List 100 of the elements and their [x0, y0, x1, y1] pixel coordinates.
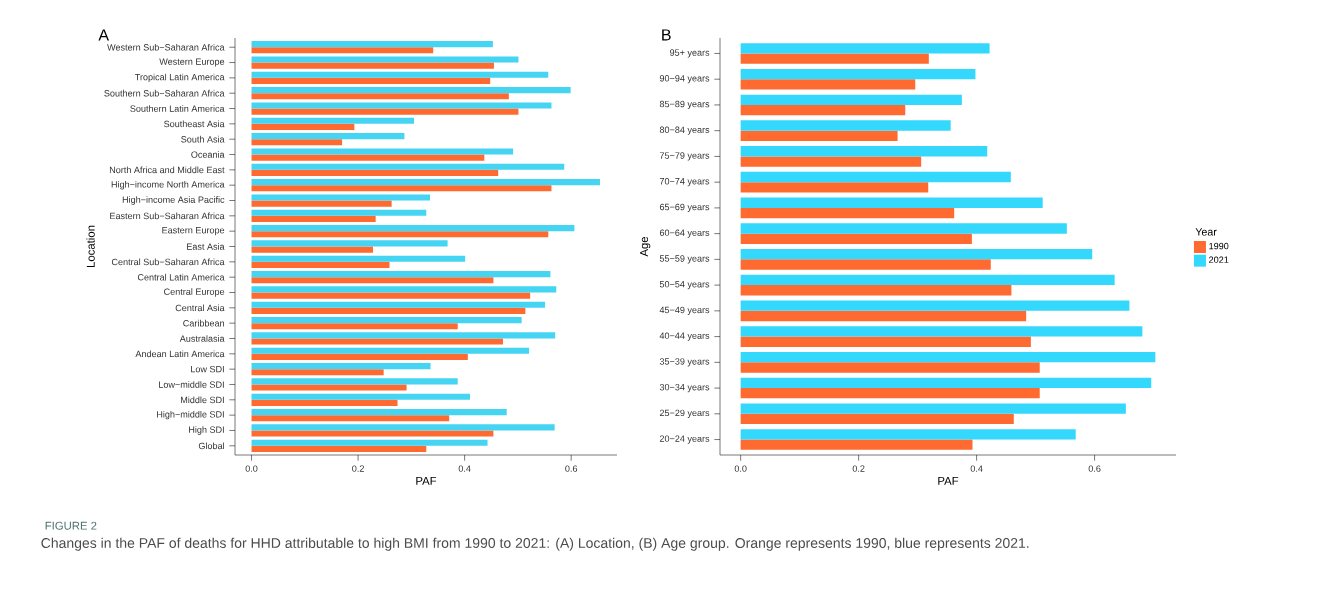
bar — [251, 215, 376, 222]
bar — [251, 154, 485, 161]
y-tick-label: Central Asia — [175, 304, 225, 312]
y-tick-label: High−income North America — [111, 180, 225, 190]
y-tick-label: North Africa and Middle East — [109, 166, 225, 174]
bar — [740, 53, 929, 64]
bar — [740, 104, 906, 116]
bar — [740, 300, 1130, 311]
y-tick-label: Central Latin America — [137, 273, 225, 281]
bar — [251, 133, 405, 140]
bar — [740, 223, 1067, 234]
x-tick-label: 0.4 — [970, 465, 983, 472]
y-tick-label: Oceania — [191, 151, 225, 158]
y-tick-label: 65−69 years — [659, 203, 710, 212]
bar — [251, 384, 407, 391]
x-tick-label: 0.4 — [458, 465, 471, 472]
bar — [251, 338, 503, 345]
y-tick-label: Middle SDI — [181, 396, 224, 404]
x-axis-title: PAF — [416, 476, 437, 485]
bar — [740, 146, 988, 157]
bar — [740, 197, 1043, 208]
bar — [740, 362, 1040, 373]
bar — [251, 108, 519, 115]
y-tick-label: 75−79 years — [659, 152, 710, 161]
y-tick-label: Global — [198, 442, 224, 450]
bar — [251, 347, 530, 354]
bar — [251, 271, 551, 278]
bar — [251, 301, 546, 308]
bar — [740, 310, 1027, 322]
bar — [251, 307, 526, 314]
y-tick-label: 95+ years — [669, 49, 710, 58]
bar — [251, 77, 491, 84]
y-tick-label: Caribbean — [183, 319, 225, 327]
bar — [251, 123, 355, 130]
y-tick-label: 85−89 years — [659, 100, 710, 110]
y-tick-label: 90−94 years — [659, 75, 710, 84]
bar — [251, 424, 555, 431]
y-tick-label: 45−49 years — [659, 306, 710, 315]
bar — [251, 393, 470, 400]
y-tick-label: 55−59 years — [659, 255, 710, 264]
bar — [740, 79, 916, 90]
bar — [740, 207, 955, 219]
bar — [251, 41, 493, 48]
bar — [740, 377, 1152, 389]
y-tick-label: Low SDI — [191, 365, 224, 373]
bar — [251, 47, 434, 54]
bar — [740, 274, 1115, 286]
x-tick-label: 0.0 — [245, 465, 258, 472]
y-tick-label: 60−64 years — [659, 229, 710, 238]
text: A — [98, 29, 110, 41]
x-tick-label: 0.2 — [352, 465, 364, 472]
y-tick-label: High−middle SDI — [157, 410, 224, 420]
bar — [251, 415, 450, 422]
bar — [251, 185, 552, 192]
y-tick-label: Central Sub−Saharan Africa — [111, 258, 225, 266]
y-tick-label: Australasia — [179, 335, 225, 342]
y-tick-label: East Asia — [187, 243, 225, 250]
bar — [740, 352, 1156, 363]
legend-label: 1990 — [1209, 242, 1229, 250]
bar — [251, 378, 458, 385]
bar — [251, 87, 571, 94]
x-tick-label: 0.6 — [1088, 465, 1101, 472]
y-tick-label: Southern Latin America — [130, 105, 225, 112]
caption: FIGURE 2 — [45, 521, 97, 530]
bar — [251, 430, 494, 437]
bar — [251, 225, 575, 232]
bar — [251, 286, 557, 293]
bar — [251, 169, 499, 176]
bar — [740, 233, 972, 244]
y-tick-label: Eastern Sub−Saharan Africa — [110, 212, 225, 220]
bar — [740, 403, 1126, 414]
bar — [740, 439, 973, 450]
bar — [251, 317, 522, 324]
bar — [251, 200, 392, 207]
bar — [251, 409, 507, 416]
y-tick-label: Low−middle SDI — [159, 381, 224, 388]
bar — [251, 240, 448, 247]
bar — [251, 194, 430, 201]
bar — [740, 429, 1076, 440]
y-tick-label: 50−54 years — [659, 281, 710, 290]
bar — [251, 261, 390, 268]
bar — [740, 130, 898, 141]
bar — [740, 388, 1040, 399]
x-tick-label: 0.2 — [852, 465, 865, 472]
y-tick-label: Southeast Asia — [164, 120, 225, 128]
bar — [251, 102, 552, 109]
y-tick-label: South Asia — [181, 135, 225, 143]
bar — [740, 259, 991, 270]
bar — [251, 332, 556, 339]
y-tick-label: Eastern Europe — [162, 227, 225, 236]
bar — [251, 439, 488, 446]
bar — [740, 249, 1093, 260]
bar — [251, 353, 468, 360]
y-tick-label: Andean Latin America — [135, 350, 225, 358]
y-tick-label: 35−39 years — [659, 358, 710, 367]
bar — [740, 336, 1031, 347]
bar — [251, 56, 519, 63]
bar — [251, 148, 514, 155]
bar — [740, 43, 990, 54]
bar — [251, 445, 427, 452]
